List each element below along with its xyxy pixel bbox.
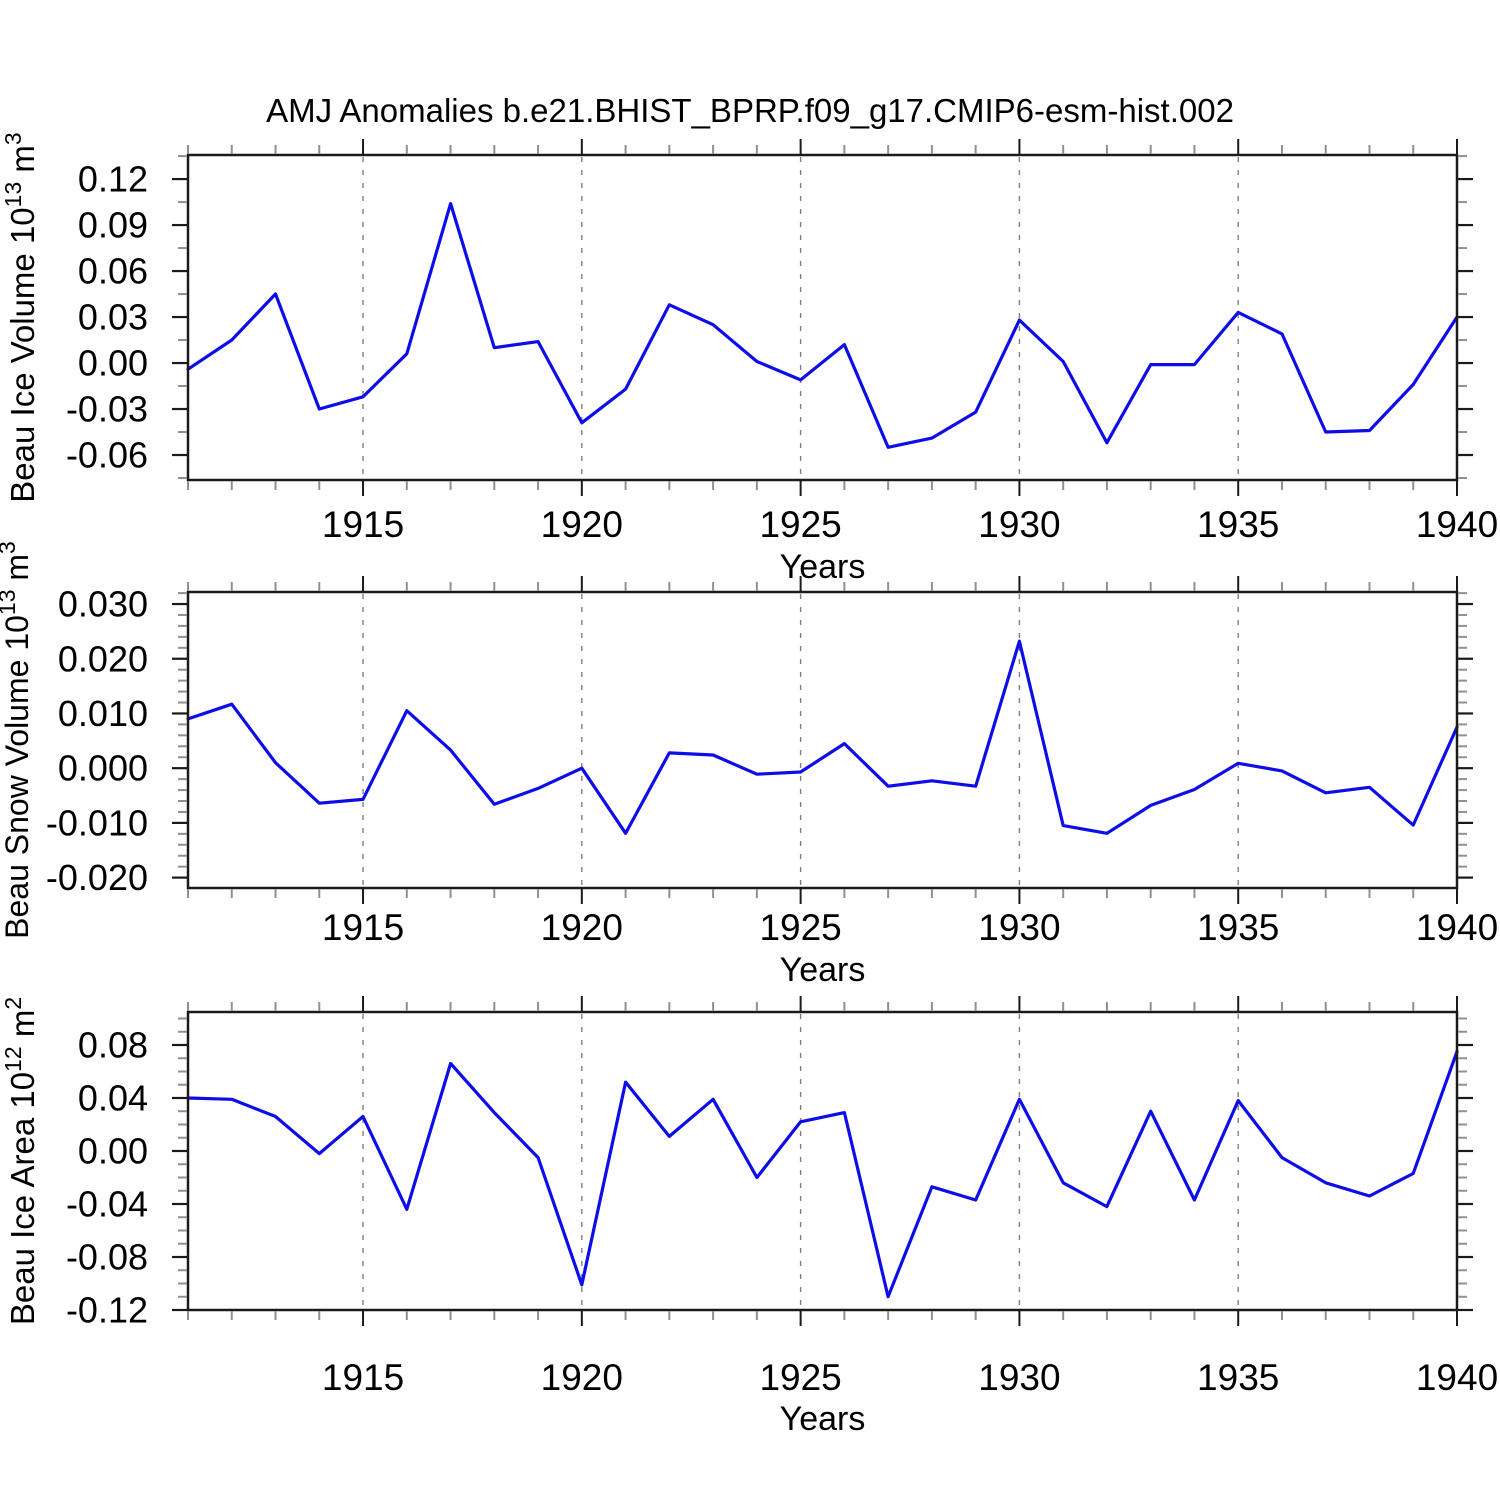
x-axis-title: Years [780,951,866,989]
x-tick-label: 1920 [541,907,623,948]
y-tick-label: -0.06 [66,435,148,476]
chart-title: AMJ Anomalies b.e21.BHIST_BPRP.f09_g17.C… [266,92,1234,129]
y-tick-label: -0.12 [66,1290,148,1331]
panel-2: 0.030 0.020 0.010 0.000 -0.010 -0.020 1915 1920… [0,541,1498,989]
x-tick-label: 1935 [1197,1357,1279,1398]
y-tick-label: 0.03 [78,297,148,338]
x-tick-label: 1940 [1416,907,1498,948]
x-tick-label: 1915 [322,504,404,545]
series-line [186,202,1459,449]
y-tick-label: 0.09 [78,205,148,246]
y-axis-title: Beau Snow Volume 1013 m3 [0,541,35,939]
x-tick-label: 1915 [322,1357,404,1398]
y-axis-title: Beau Ice Volume 1013 m3 [0,132,41,502]
y-tick-label: 0.06 [78,251,148,292]
x-tick-label: 1925 [759,907,841,948]
x-tick-label: 1915 [322,907,404,948]
y-tick-label: -0.010 [46,802,148,843]
panel-1: 0.12 0.09 0.06 0.03 0.00 -0.03 -0.06 1915 1920 19… [0,132,1498,586]
x-axis-title: Years [780,548,866,586]
series-line [186,1049,1459,1299]
x-tick-label: 1940 [1416,1357,1498,1398]
axes-box [186,153,1459,482]
y-tick-label: 0.08 [78,1024,148,1065]
y-tick-label: 0.020 [58,638,148,679]
x-tick-label: 1930 [978,907,1060,948]
y-tick-label: 0.00 [78,1130,148,1171]
x-tick-label: 1920 [541,1357,623,1398]
x-tick-label: 1925 [759,1357,841,1398]
x-tick-label: 1935 [1197,907,1279,948]
y-tick-label: 0.000 [58,748,148,789]
x-tick-label: 1925 [759,504,841,545]
x-axis-title: Years [780,1400,866,1438]
y-tick-label: 0.00 [78,343,148,384]
y-tick-label: -0.020 [46,857,148,898]
x-tick-label: 1930 [978,1357,1060,1398]
y-tick-label: -0.08 [66,1236,148,1277]
axes-box [186,590,1459,890]
x-tick-label: 1920 [541,504,623,545]
y-tick-label: 0.04 [78,1077,148,1118]
x-tick-label: 1930 [978,504,1060,545]
y-tick-label: 0.12 [78,159,148,200]
y-tick-label: -0.04 [66,1183,148,1224]
y-tick-label: -0.03 [66,389,148,430]
y-axis-title: Beau Ice Area 1012 m2 [0,997,41,1325]
x-tick-label: 1935 [1197,504,1279,545]
y-tick-label: 0.030 [58,584,148,625]
y-tick-label: 0.010 [58,693,148,734]
series-line [186,639,1459,835]
axes-box [186,1010,1459,1312]
x-tick-label: 1940 [1416,504,1498,545]
panel-3: 0.08 0.04 0.00 -0.04 -0.08 -0.12 1915 1920 1925 1… [0,996,1498,1438]
